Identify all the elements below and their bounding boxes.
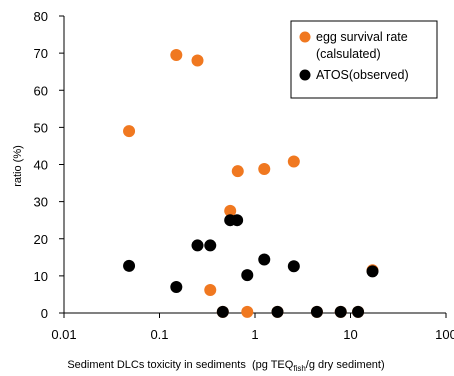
atos-point (366, 265, 379, 278)
y-tick-label: 10 (34, 269, 48, 284)
egg-survival-point (123, 125, 136, 138)
y-ticks: 0 10 20 30 40 50 60 70 80 (34, 9, 64, 321)
x-tick-label: 10 (343, 327, 357, 342)
y-tick-label: 40 (34, 158, 48, 173)
atos-point (287, 260, 300, 273)
y-tick-label: 50 (34, 120, 48, 135)
egg-survival-point (204, 283, 217, 296)
legend: egg survival rate (calsulated) ATOS(obse… (290, 20, 438, 99)
x-axis-title-subscript: fish (293, 364, 305, 373)
atos-point (310, 305, 323, 318)
x-tick-label: 1 (251, 327, 258, 342)
x-axis-title-suffix: /g dry sediment) (306, 359, 385, 371)
atos-point (170, 281, 183, 294)
x-tick-label: 100 (435, 327, 454, 342)
y-tick-label: 30 (34, 195, 48, 210)
x-ticks: 0.01 0.1 1 10 100 (51, 313, 454, 342)
egg-survival-point (224, 204, 237, 217)
atos-point (241, 269, 254, 282)
x-tick-label: 0.1 (150, 327, 168, 342)
x-tick-label: 0.01 (51, 327, 76, 342)
y-tick-label: 0 (41, 306, 48, 321)
legend-marker-atos (299, 69, 311, 81)
x-axis-title-prefix: Sediment DLCs toxicity in sediments (pg … (67, 359, 293, 371)
atos-point (204, 239, 217, 252)
atos-point (191, 239, 204, 252)
egg-survival-point (231, 165, 244, 178)
legend-label-egg-survival: egg survival rate (316, 30, 408, 44)
legend-marker-egg-survival (299, 31, 311, 43)
y-tick-label: 80 (34, 9, 48, 24)
atos-point (231, 214, 244, 227)
data-points (123, 48, 379, 318)
egg-survival-point (191, 54, 204, 67)
atos-point (123, 259, 136, 272)
x-axis-title: Sediment DLCs toxicity in sediments (pg … (67, 359, 384, 373)
atos-point (271, 305, 284, 318)
y-tick-label: 70 (34, 46, 48, 61)
legend-label-egg-survival-line2: (calsulated) (316, 47, 381, 61)
legend-box (290, 20, 438, 99)
y-tick-label: 20 (34, 232, 48, 247)
egg-survival-point (241, 305, 254, 318)
atos-point (352, 305, 365, 318)
egg-survival-point (170, 48, 183, 61)
egg-survival-point (287, 155, 300, 168)
atos-point (334, 305, 347, 318)
y-axis-title: ratio (%) (12, 145, 24, 187)
atos-point (258, 253, 271, 266)
egg-survival-point (258, 162, 271, 175)
legend-label-atos: ATOS(observed) (316, 68, 409, 82)
atos-point (216, 305, 229, 318)
y-tick-label: 60 (34, 83, 48, 98)
